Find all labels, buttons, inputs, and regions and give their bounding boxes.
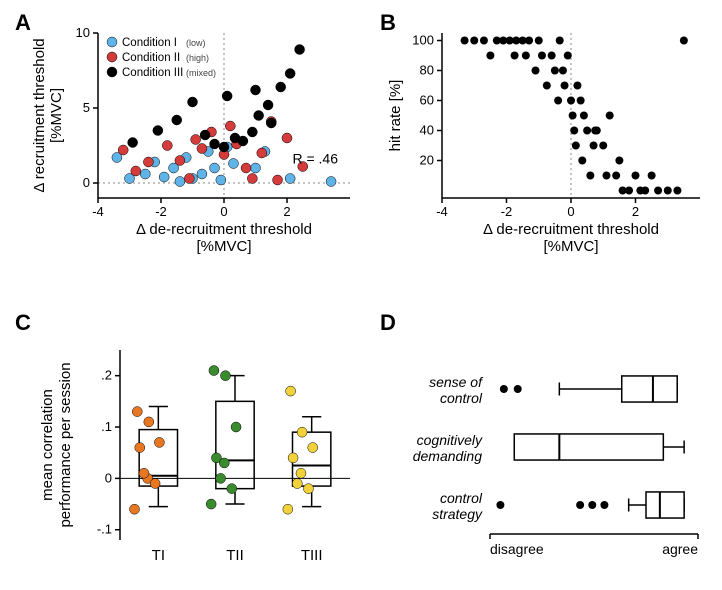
svg-text:Condition I: Condition I bbox=[122, 37, 177, 49]
svg-text:2: 2 bbox=[632, 204, 639, 219]
svg-text:mean correlation: mean correlation bbox=[39, 389, 56, 501]
svg-text:(mixed): (mixed) bbox=[186, 68, 216, 78]
panel-a-label: A bbox=[15, 10, 31, 36]
svg-text:5: 5 bbox=[83, 100, 90, 115]
svg-text:control: control bbox=[440, 490, 483, 506]
svg-text:Condition III: Condition III bbox=[122, 67, 183, 79]
figure-root: A B C D -4-2020510Condition I(low)Condit… bbox=[10, 10, 712, 580]
svg-text:strategy: strategy bbox=[432, 506, 483, 522]
svg-text:Δ de-recruitment threshold: Δ de-recruitment threshold bbox=[136, 221, 312, 238]
panel-a-chart: -4 -2 0 2 0 5 10 Condition I (low) Condition II (h… bbox=[30, 15, 360, 260]
svg-text:[%MVC]: [%MVC] bbox=[48, 88, 65, 143]
svg-text:2: 2 bbox=[283, 204, 290, 219]
svg-text:performance per session: performance per session bbox=[57, 362, 74, 527]
svg-text:TI: TI bbox=[152, 547, 165, 564]
svg-text:(low): (low) bbox=[186, 38, 206, 48]
svg-text:-2: -2 bbox=[155, 204, 167, 219]
svg-text:agree: agree bbox=[662, 541, 698, 557]
svg-text:TII: TII bbox=[226, 547, 244, 564]
svg-text:Δ de-recruitment threshold: Δ de-recruitment threshold bbox=[483, 221, 659, 238]
svg-text:[%MVC]: [%MVC] bbox=[543, 238, 598, 255]
svg-text:0: 0 bbox=[83, 175, 90, 190]
svg-text:TIII: TIII bbox=[301, 547, 323, 564]
svg-text:hit rate [%]: hit rate [%] bbox=[387, 80, 404, 152]
svg-text:[%MVC]: [%MVC] bbox=[196, 238, 251, 255]
svg-text:80: 80 bbox=[420, 63, 434, 78]
svg-text:R = .46: R = .46 bbox=[292, 151, 338, 167]
svg-text:disagree: disagree bbox=[490, 541, 544, 557]
svg-text:10: 10 bbox=[76, 25, 90, 40]
panel-c-label: C bbox=[15, 310, 31, 336]
svg-text:cognitively: cognitively bbox=[417, 432, 483, 448]
svg-text:0: 0 bbox=[105, 470, 112, 485]
svg-text:0: 0 bbox=[567, 204, 574, 219]
svg-text:0: 0 bbox=[220, 204, 227, 219]
svg-text:Δ recruitment threshold: Δ recruitment threshold bbox=[31, 38, 48, 192]
svg-text:-2: -2 bbox=[501, 204, 513, 219]
svg-text:(high): (high) bbox=[186, 53, 209, 63]
svg-text:-4: -4 bbox=[436, 204, 448, 219]
svg-text:40: 40 bbox=[420, 123, 434, 138]
svg-text:sense of: sense of bbox=[429, 374, 484, 390]
svg-text:.2: .2 bbox=[101, 368, 112, 383]
svg-text:20: 20 bbox=[420, 153, 434, 168]
svg-text:100: 100 bbox=[412, 33, 434, 48]
svg-text:-4: -4 bbox=[92, 204, 104, 219]
panel-c-chart: -.1 0 .1 .2 TI TII TIII mean correlationperform… bbox=[30, 310, 360, 570]
svg-text:-.1: -.1 bbox=[97, 522, 112, 537]
panel-d-chart: disagreeagreesense ofcontrolcognitivelyd… bbox=[380, 310, 710, 570]
svg-text:.1: .1 bbox=[101, 419, 112, 434]
svg-text:control: control bbox=[440, 390, 483, 406]
svg-text:demanding: demanding bbox=[413, 448, 482, 464]
svg-text:Condition II: Condition II bbox=[122, 52, 180, 64]
panel-b-chart: -4 -2 0 2 20 40 60 80 100 Δ de-recruitment thresh… bbox=[380, 15, 710, 260]
svg-text:60: 60 bbox=[420, 93, 434, 108]
